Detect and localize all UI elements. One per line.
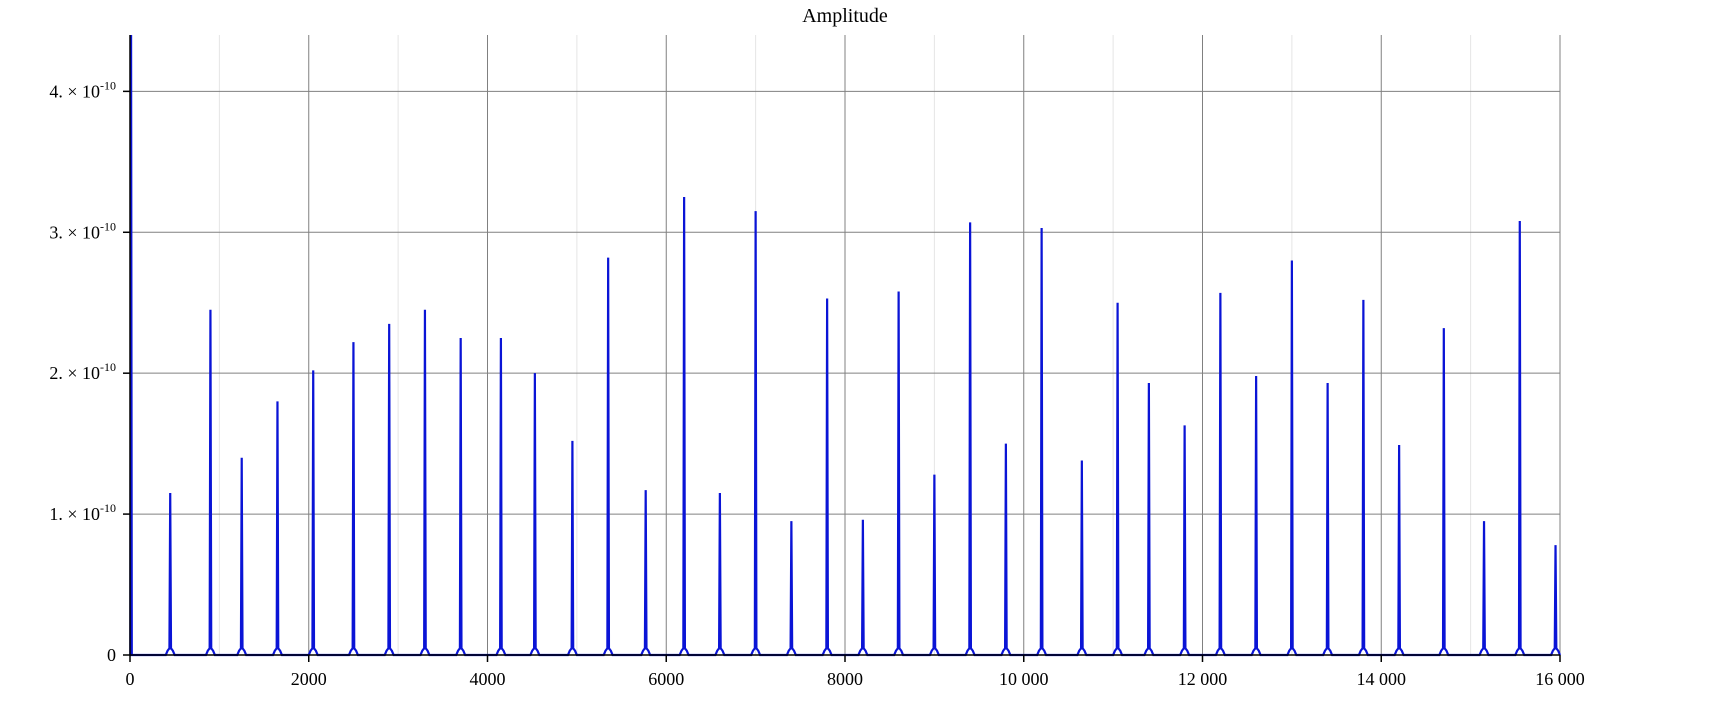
- x-tick-label: 4000: [470, 669, 506, 689]
- chart-canvas: 0 2000 4000 6000 8000 10 000 12 000 14 000 16 00…: [0, 0, 1722, 705]
- plot-background: [0, 0, 1722, 705]
- x-tick-label: 10 000: [999, 669, 1049, 689]
- x-tick-label: 12 000: [1178, 669, 1228, 689]
- y-tick-label: 0: [107, 645, 116, 665]
- chart-title: Amplitude: [802, 5, 888, 27]
- x-tick-label: 6000: [648, 669, 684, 689]
- x-tick-label: 16 000: [1535, 669, 1585, 689]
- x-tick-label: 2000: [291, 669, 327, 689]
- x-tick-label: 14 000: [1357, 669, 1407, 689]
- x-tick-label: 8000: [827, 669, 863, 689]
- amplitude-chart: 0 2000 4000 6000 8000 10 000 12 000 14 000 16 00…: [0, 0, 1722, 705]
- x-tick-label: 0: [126, 669, 135, 689]
